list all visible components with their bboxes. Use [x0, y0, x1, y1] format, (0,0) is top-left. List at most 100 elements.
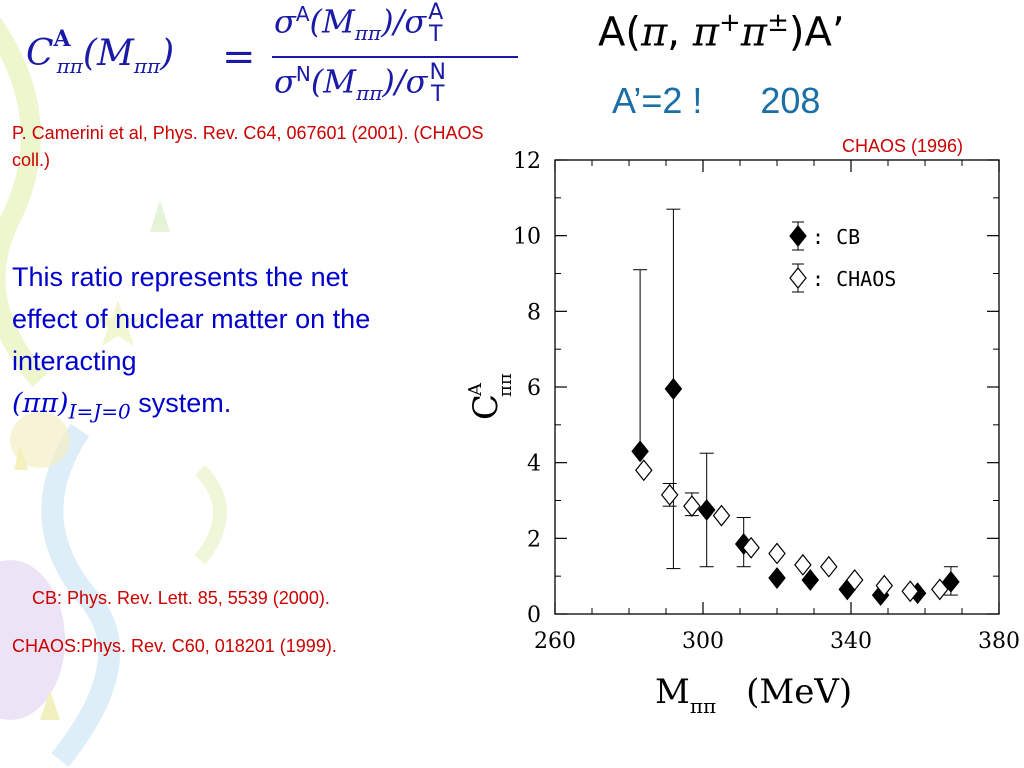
formula-num-sigma: σ — [274, 2, 296, 41]
explanation-text: This ratio represents the net effect of … — [12, 256, 397, 432]
x-tick-label: 300 — [682, 629, 724, 654]
fraction-bar — [272, 56, 518, 58]
chaos-point — [794, 553, 812, 576]
chaos-point — [820, 555, 838, 578]
chart-title: CHAOS (1996) — [842, 136, 964, 156]
formula-equals: = — [222, 34, 256, 80]
chaos-point — [683, 495, 701, 518]
x-tick-label: 260 — [534, 629, 576, 654]
y-tick-label: 6 — [527, 376, 541, 401]
series-cb — [631, 208, 960, 607]
formula-den-close: )/σ — [382, 62, 428, 101]
chaos-point — [845, 568, 864, 591]
star-decoration — [14, 445, 28, 470]
explanation-tail: system. — [138, 388, 232, 418]
reaction-prefix: A( — [598, 9, 641, 56]
x-tick-label: 340 — [830, 629, 872, 654]
reference-cb: CB: Phys. Rev. Lett. 85, 5539 (2000). — [32, 588, 330, 608]
formula-num-sup: A — [295, 1, 310, 26]
reaction-suffix: )A’ — [788, 9, 845, 56]
y-tick-label: 2 — [527, 527, 541, 552]
reaction-pi2-sup: + — [719, 8, 741, 38]
y-tick-label: 8 — [527, 300, 541, 325]
y-tick-label: 0 — [527, 603, 541, 628]
x-tick-label: 380 — [978, 629, 1020, 654]
formula-denominator: σN(Mππ)/σN T — [274, 62, 446, 106]
formula-num-stack-top: A — [428, 0, 444, 25]
cb-point — [631, 440, 649, 463]
formula-den-stack-top: N — [429, 60, 446, 85]
formula-numerator: σA(Mππ)/σA T — [274, 2, 443, 46]
formula-den-sigma: σ — [274, 62, 296, 101]
formula-lhs-arg-sub: ππ — [133, 54, 161, 79]
reaction-comma: , — [667, 9, 693, 56]
series-chaos — [635, 459, 949, 603]
explanation-line: This ratio represents the net effect of … — [12, 262, 371, 376]
balloon-decoration — [0, 560, 65, 720]
formula-den-arg-sub: ππ — [356, 80, 383, 105]
legend-cb-label: : CB — [812, 225, 860, 249]
chaos-point — [931, 578, 949, 601]
explanation-math: (ππ)I=J=0 — [12, 388, 131, 423]
chaos-point — [660, 483, 679, 506]
chart-legend: : CB : CHAOS — [789, 221, 896, 293]
formula-num-arg-sub: ππ — [354, 20, 382, 45]
formula-c-sup: A — [53, 26, 71, 52]
formula-num-close: )/σ — [381, 2, 427, 41]
cb-point — [942, 570, 960, 593]
chaos-point — [742, 536, 760, 559]
formula-den-sup: N — [295, 61, 311, 86]
y-tick-label: 10 — [513, 225, 541, 250]
formula-c-sub: ππ — [56, 54, 83, 79]
x-axis-label: Mππ (MeV) — [655, 672, 852, 718]
chaos-point — [875, 574, 894, 597]
formula-num-arg: (M — [309, 2, 355, 41]
y-tick-label: 12 — [513, 149, 541, 174]
formula-num-stack-bottom: T — [428, 22, 443, 47]
reference-camerini: P. Camerini et al, Phys. Rev. C64, 06760… — [12, 123, 484, 170]
legend-cb-marker — [789, 225, 807, 247]
explanation-math-base: (ππ) — [12, 388, 69, 419]
formula-lhs-close: ) — [160, 33, 175, 74]
ribbon-decoration — [0, 16, 48, 387]
reaction-pi3-sup: ± — [767, 8, 789, 38]
cb-point — [664, 377, 683, 400]
ratio-formula: CAππ(Mππ) = σA(Mππ)/σA T σN(Mππ)/σN T — [22, 2, 522, 114]
formula-den-arg: (M — [310, 62, 357, 101]
reaction-pi3: π — [740, 9, 768, 56]
formula-lhs-arg: (M — [82, 33, 134, 74]
reaction-pi2: π — [692, 9, 719, 56]
ribbon-decoration — [194, 465, 227, 565]
svg-text:CAππ: CA ππ — [465, 373, 516, 420]
formula-lhs: CAππ(Mππ) — [26, 26, 175, 79]
reaction-pi1: π — [640, 9, 668, 56]
cb-point — [768, 567, 786, 590]
legend-chaos-marker — [789, 267, 807, 289]
chaos-point — [635, 459, 653, 482]
star-decoration — [40, 690, 60, 720]
chaos-point — [768, 542, 786, 565]
cb-point — [697, 498, 716, 521]
legend-chaos-label: : CHAOS — [812, 267, 896, 291]
formula-den-stack-bottom: T — [430, 82, 445, 107]
balloon-decoration — [10, 412, 70, 468]
target-second: 208 — [760, 80, 821, 121]
explanation-math-sub: I=J=0 — [68, 399, 131, 424]
cb-point — [801, 568, 820, 591]
axis-ticks: 260 300 340 380 0 2 4 6 8 10 12 — [513, 149, 1020, 654]
star-decoration — [150, 200, 170, 232]
reaction-equation: A(π, π+π±)A’ — [598, 8, 845, 55]
target-nuclei: A’=2 ! 208 — [612, 80, 820, 122]
chart-marks — [631, 208, 960, 607]
y-axis-label: CA ππ — [465, 373, 516, 420]
chaos-point — [712, 504, 731, 527]
chaos-point — [901, 580, 919, 603]
star-decoration — [94, 300, 142, 346]
target-first: A’=2 ! — [612, 80, 703, 121]
ribbon-decoration — [41, 423, 121, 767]
formula-c-symbol: C — [26, 33, 54, 74]
